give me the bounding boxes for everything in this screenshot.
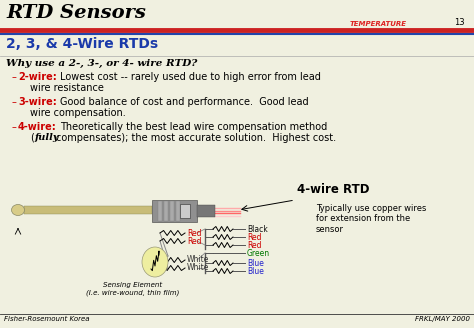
Text: fully: fully: [35, 133, 60, 142]
Text: Blue: Blue: [247, 258, 264, 268]
Bar: [164, 201, 168, 221]
Text: Theoretically the best lead wire compensation method: Theoretically the best lead wire compens…: [60, 122, 327, 132]
Text: White: White: [187, 256, 210, 264]
Text: wire resistance: wire resistance: [30, 83, 104, 93]
Text: –: –: [12, 97, 17, 107]
Text: 2-wire:: 2-wire:: [18, 72, 57, 82]
Text: 13: 13: [455, 18, 465, 27]
Text: White: White: [187, 263, 210, 273]
Bar: [197, 205, 215, 217]
Bar: [180, 204, 190, 218]
Text: Good balance of cost and performance.  Good lead: Good balance of cost and performance. Go…: [60, 97, 309, 107]
Text: (: (: [30, 133, 34, 143]
Bar: [158, 201, 162, 221]
Ellipse shape: [142, 247, 168, 277]
Text: Sensing Element
(I.e. wire-wound, thin film): Sensing Element (I.e. wire-wound, thin f…: [86, 282, 180, 296]
Text: Fisher-Rosemount Korea: Fisher-Rosemount Korea: [4, 316, 90, 322]
Ellipse shape: [11, 204, 25, 215]
Text: Red: Red: [187, 236, 201, 245]
Text: –: –: [12, 122, 17, 132]
Text: Red: Red: [187, 229, 201, 237]
Text: Black: Black: [247, 224, 268, 234]
Bar: [152, 200, 197, 222]
Text: Red: Red: [247, 240, 262, 250]
Text: Typically use copper wires
for extension from the
sensor: Typically use copper wires for extension…: [316, 204, 427, 234]
Text: compensates); the most accurate solution.  Highest cost.: compensates); the most accurate solution…: [56, 133, 336, 143]
Bar: [176, 201, 180, 221]
Text: Lowest cost -- rarely used due to high error from lead: Lowest cost -- rarely used due to high e…: [60, 72, 321, 82]
Bar: [170, 201, 174, 221]
Text: 2, 3, & 4-Wire RTDs: 2, 3, & 4-Wire RTDs: [6, 37, 158, 51]
Text: RTD Sensors: RTD Sensors: [6, 4, 146, 22]
Text: 4-wire RTD: 4-wire RTD: [297, 183, 370, 196]
Text: 3-wire:: 3-wire:: [18, 97, 57, 107]
Text: Green: Green: [247, 249, 270, 257]
Text: TEMPERATURE: TEMPERATURE: [350, 21, 407, 27]
Text: Why use a 2-, 3-, or 4- wire RTD?: Why use a 2-, 3-, or 4- wire RTD?: [6, 59, 197, 68]
Bar: [24, 206, 152, 214]
Text: –: –: [12, 72, 17, 82]
Text: Red: Red: [247, 233, 262, 241]
Text: FRKL/MAY 2000: FRKL/MAY 2000: [415, 316, 470, 322]
Text: 4-wire:: 4-wire:: [18, 122, 57, 132]
Text: wire compensation.: wire compensation.: [30, 108, 126, 118]
Text: Blue: Blue: [247, 266, 264, 276]
